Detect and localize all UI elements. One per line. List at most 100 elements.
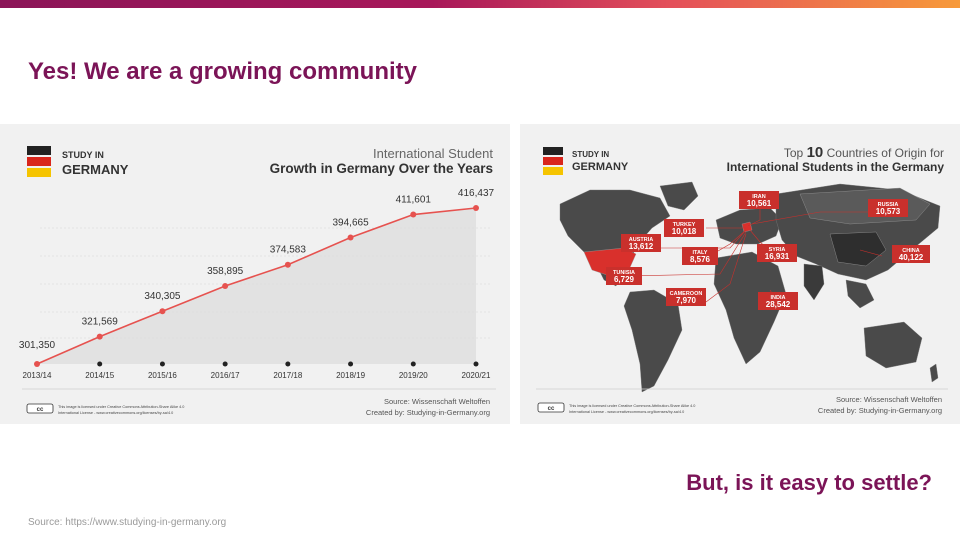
data-value-label: 416,437 [458,188,495,199]
data-point [34,361,40,367]
country-name: TUNISIA [613,270,635,276]
axis-tick-dot [285,361,291,367]
x-tick-label: 2014/15 [85,371,114,380]
axis-tick-dot [473,361,479,367]
x-tick-label: 2016/17 [211,371,240,380]
germany-flag-logo [27,146,51,177]
growth-infographic: STUDY IN GERMANY International Student G… [0,124,510,424]
new-zealand-shape [929,363,939,383]
axis-tick-dot [222,361,228,367]
country-value: 13,612 [629,242,654,251]
license-line1: This image is licensed under Creative Co… [569,404,695,408]
map-connectors [625,204,883,307]
map-title-line2: International Students in the Germany [727,160,945,174]
data-value-label: 358,895 [207,266,244,277]
data-value-label: 374,583 [270,245,307,256]
country-name: TURKEY [673,222,696,228]
country-value: 7,970 [676,296,697,305]
country-value: 10,561 [747,199,772,208]
license-line1: This image is licensed under Creative Co… [58,405,184,409]
chart-axis-dots [97,361,479,367]
infographic-source: Source: Wissenschaft Weltoffen [384,397,490,406]
data-point [410,211,417,218]
country-value: 6,729 [614,275,635,284]
southeast-asia-shape [845,279,875,309]
country-name: INDIA [771,295,786,301]
greenland-shape [659,181,699,211]
slide-title: Yes! We are a growing community [28,58,417,85]
chart-value-labels: 301,350 321,569 340,305 358,895 374,583 394,6… [19,188,495,351]
data-value-label: 340,305 [144,291,181,302]
data-point [347,234,354,241]
australia-shape [863,321,923,369]
cc-license-icon: cc [537,402,565,413]
india-shape [803,263,825,301]
svg-text:cc: cc [37,407,44,413]
infographic-title-line1: International Student [373,146,493,161]
country-value: 10,018 [672,227,697,236]
world-map-infographic: STUDY IN GERMANY Top 10 Countries of Ori… [536,144,948,415]
country-value: 10,573 [876,207,901,216]
x-tick-label: 2017/18 [273,371,302,380]
x-tick-label: 2013/14 [23,371,52,380]
x-tick-label: 2019/20 [399,371,428,380]
chart-line [36,207,477,365]
logo-line2: GERMANY [62,162,129,177]
germany-shape [741,221,753,233]
data-point [96,333,103,340]
x-tick-label: 2015/16 [148,371,177,380]
data-point [222,282,229,289]
data-point [473,205,479,211]
data-value-label: 394,665 [332,218,369,229]
axis-tick-dot [410,361,416,367]
russia-shape [799,187,931,225]
country-name: IRAN [752,194,765,200]
logo-line1: STUDY IN [572,150,609,159]
country-name: RUSSIA [878,202,899,208]
x-tick-label: 2020/21 [462,371,491,380]
logo-line1: STUDY IN [62,150,104,160]
growth-chart: STUDY IN GERMANY International Student G… [19,146,496,417]
data-value-label: 411,601 [396,195,432,206]
germany-flag-logo [543,147,563,175]
infographic-title-line2: Growth in Germany Over the Years [270,161,493,176]
country-name: ITALY [693,250,708,256]
infographic-created-by: Created by: Studying-in-Germany.org [818,406,942,415]
map-title-line1: Top 10 Countries of Origin for [784,144,944,161]
data-point [284,261,291,268]
country-name: CAMEROON [670,291,703,297]
license-line2: International License - www.creativecomm… [569,410,684,414]
country-name: AUSTRIA [629,237,653,243]
svg-text:cc: cc [548,406,555,412]
country-value: 28,542 [766,300,791,309]
infographic-created-by: Created by: Studying-in-Germany.org [366,408,490,417]
country-name: SYRIA [769,247,786,253]
infographic-source: Source: Wissenschaft Weltoffen [836,395,942,404]
chart-area-fill [37,208,476,364]
data-point [159,308,166,315]
china-shape [829,231,887,267]
logo-line2: GERMANY [572,161,629,173]
data-value-label: 301,350 [19,340,56,351]
country-value: 8,576 [690,255,711,264]
license-line2: International License - www.creativecomm… [58,411,173,415]
closing-question: But, is it easy to settle? [686,470,932,495]
x-tick-label: 2018/19 [336,371,365,380]
chart-points [34,205,479,367]
countries-infographic: STUDY IN GERMANY Top 10 Countries of Ori… [520,124,960,424]
data-value-label: 321,569 [82,317,119,328]
axis-tick-dot [97,361,103,367]
top-accent-bar [0,0,960,8]
axis-tick-dot [348,361,354,367]
